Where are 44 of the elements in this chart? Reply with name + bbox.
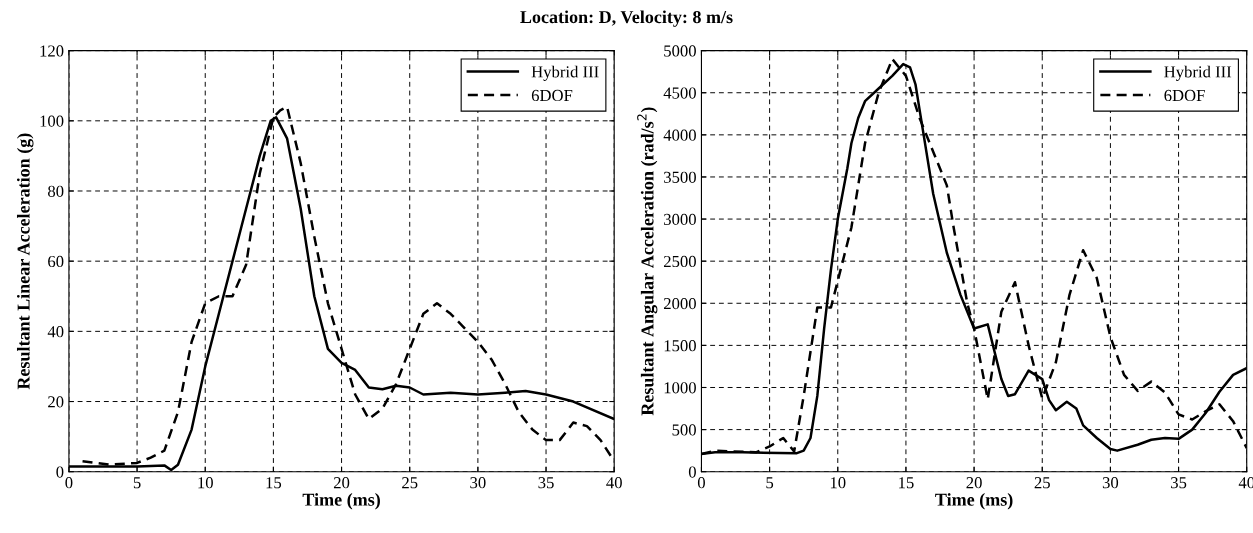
- y-tick-label: 100: [40, 115, 64, 127]
- y-tick-label: 4000: [663, 129, 696, 141]
- y-tick-label: 1500: [664, 340, 696, 352]
- x-tick-label: 30: [1102, 477, 1119, 489]
- legend-label: Hybrid III: [1164, 65, 1232, 81]
- x-tick-label: 20: [333, 477, 350, 489]
- y-tick-label: 120: [40, 45, 64, 57]
- y-tick-label: 2000: [663, 297, 696, 310]
- y-tick-label: 500: [672, 424, 696, 436]
- y-tick-label: 80: [48, 185, 64, 197]
- x-axis-title: Time (ms): [935, 493, 1013, 510]
- x-tick-label: 20: [966, 477, 982, 489]
- y-tick-label: 60: [48, 255, 64, 268]
- y-axis-title: Resultant Angular Acceleration (rad/s$^{2}$): [637, 107, 658, 416]
- x-tick-label: 5: [133, 477, 141, 489]
- x-tick-label: 25: [1034, 477, 1050, 489]
- legend-label: 6DOF: [531, 89, 573, 102]
- legend-label: 6DOF: [1164, 89, 1205, 102]
- x-tick-label: 35: [1171, 477, 1187, 489]
- legend-label: Hybrid III: [531, 65, 599, 81]
- x-tick-label: 40: [606, 477, 622, 489]
- x-tick-label: 30: [470, 477, 486, 489]
- x-tick-label: 10: [830, 477, 846, 489]
- x-tick-label: 5: [766, 477, 774, 489]
- y-tick-label: 3000: [664, 213, 696, 226]
- y-tick-label: 4500: [663, 87, 696, 99]
- x-tick-label: 35: [538, 477, 554, 489]
- x-tick-label: 10: [198, 477, 213, 489]
- x-tick-label: 0: [65, 477, 73, 489]
- y-tick-label: 0: [688, 466, 696, 478]
- y-tick-label: 20: [48, 396, 64, 408]
- y-tick-label: 0: [56, 466, 64, 478]
- y-axis-title: Resultant Linear Acceleration (g): [16, 133, 34, 390]
- x-axis-title: Time (ms): [302, 493, 380, 510]
- y-tick-label: 5000: [664, 45, 696, 57]
- y-tick-label: 2500: [663, 255, 696, 268]
- x-tick-label: 15: [899, 477, 914, 489]
- y-tick-label: 3500: [664, 171, 696, 183]
- chart-title: Location: D, Velocity: 8 m/s: [520, 10, 733, 27]
- x-tick-label: 15: [266, 477, 282, 489]
- x-tick-label: 0: [697, 477, 705, 489]
- y-tick-label: 40: [47, 326, 64, 338]
- x-tick-label: 25: [402, 477, 418, 489]
- y-tick-label: 1000: [664, 382, 696, 394]
